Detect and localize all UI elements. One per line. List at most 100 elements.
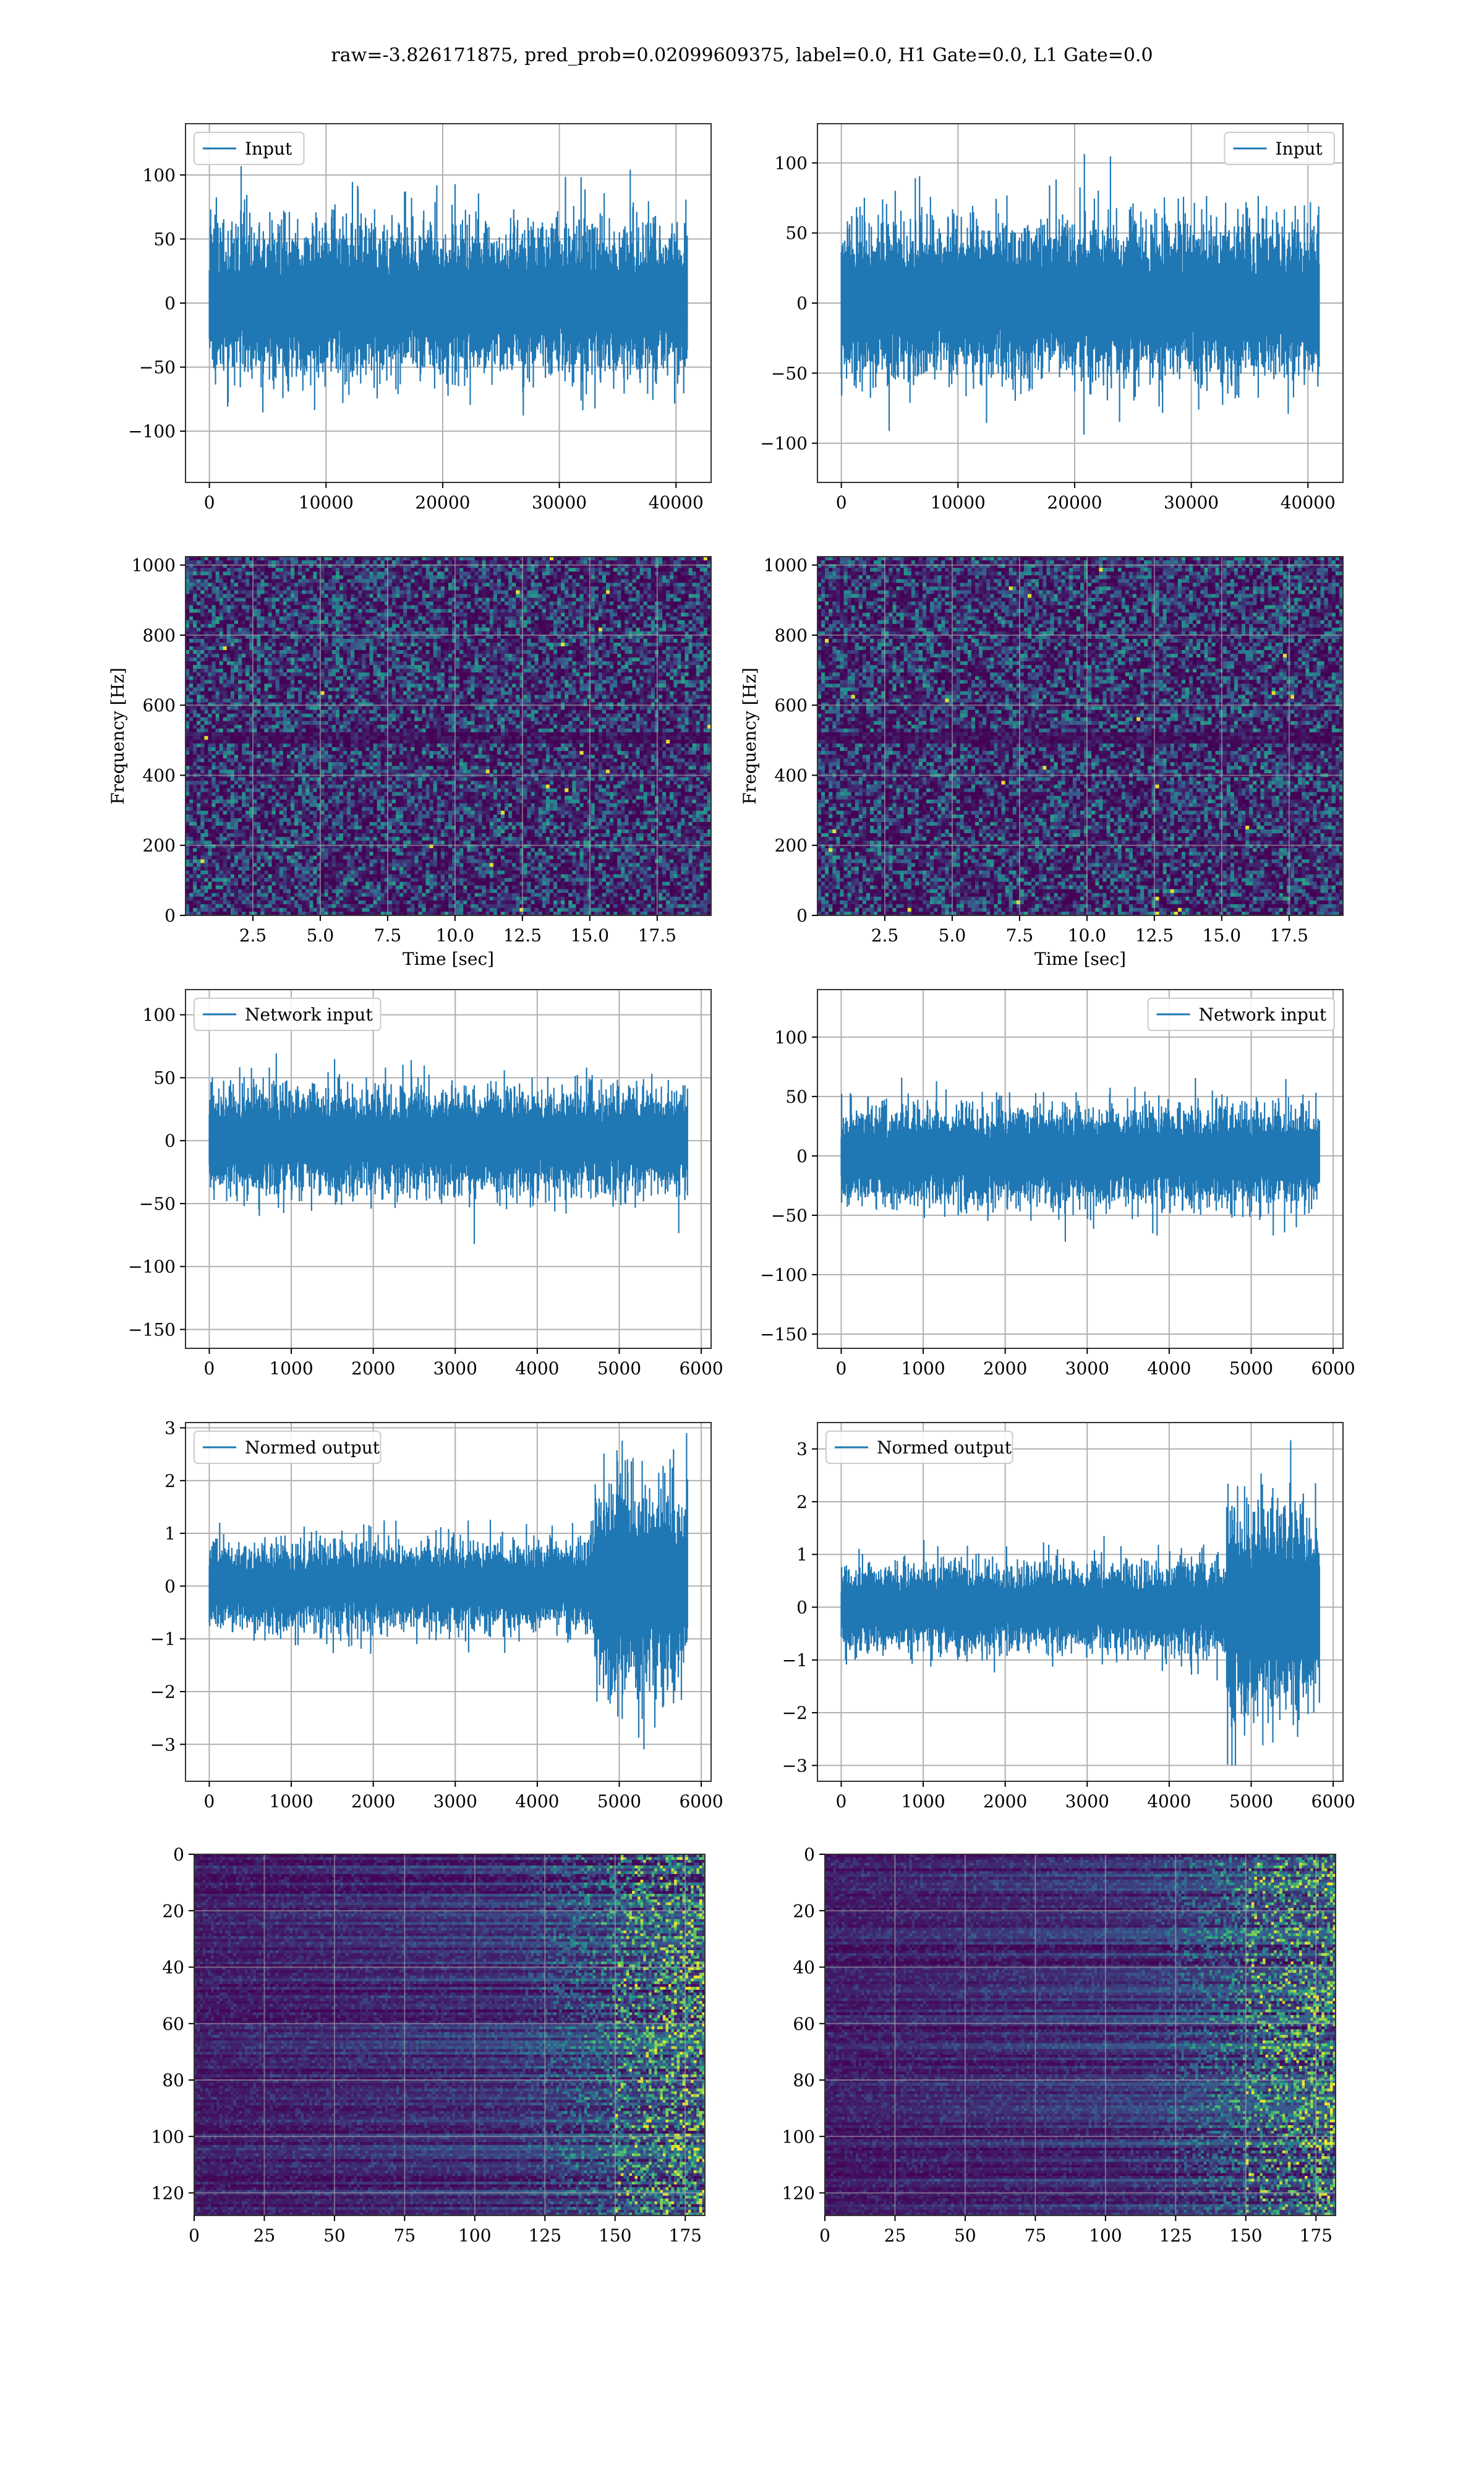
series-core-normed-h1 <box>209 1570 594 1602</box>
y-tick-label-input-h1: 50 <box>153 229 176 249</box>
x-tick-label-netin-l1: 3000 <box>1065 1358 1109 1379</box>
y-tick-label-spec-l1: 800 <box>775 625 808 646</box>
x-tick-label-normed-l1: 1000 <box>901 1791 945 1812</box>
y-tick-label-netin-l1: 100 <box>775 1027 808 1048</box>
x-tick-label-spec-l1: 10.0 <box>1068 925 1106 946</box>
y-tick-label-spec-l1: 200 <box>775 836 808 856</box>
y-tick-label-spec-l1: 1000 <box>764 555 808 576</box>
x-tick-label-feat-l1: 150 <box>1229 2225 1262 2246</box>
y-tick-label-feat-l1: 60 <box>793 2014 815 2034</box>
y-tick-label-spec-h1: 0 <box>164 905 176 926</box>
x-tick-label-normed-l1: 3000 <box>1065 1791 1109 1812</box>
x-tick-label-normed-l1: 6000 <box>1311 1791 1355 1812</box>
y-tick-label-normed-h1: −3 <box>150 1734 176 1755</box>
x-tick-label-feat-l1: 0 <box>819 2225 830 2246</box>
y-tick-label-normed-l1: 0 <box>796 1598 808 1618</box>
x-tick-label-netin-l1: 5000 <box>1229 1358 1273 1379</box>
y-tick-label-normed-l1: 1 <box>796 1544 808 1565</box>
y-tick-label-feat-l1: 100 <box>782 2126 815 2147</box>
x-tick-label-input-l1: 10000 <box>931 492 986 513</box>
x-tick-label-input-h1: 40000 <box>649 492 704 513</box>
y-tick-label-normed-h1: 2 <box>164 1471 176 1491</box>
x-tick-label-netin-l1: 2000 <box>983 1358 1027 1379</box>
y-tick-label-netin-h1: −50 <box>139 1194 176 1214</box>
x-tick-label-normed-h1: 2000 <box>351 1791 395 1812</box>
x-tick-label-spec-h1: 2.5 <box>239 925 267 946</box>
heatmap-cells-spec-h1 <box>186 557 712 916</box>
x-tick-label-netin-h1: 2000 <box>351 1358 395 1379</box>
y-tick-label-feat-h1: 100 <box>151 2126 184 2147</box>
x-tick-label-feat-h1: 100 <box>458 2225 491 2246</box>
x-tick-label-netin-h1: 4000 <box>515 1358 559 1379</box>
x-tick-label-spec-h1: 5.0 <box>307 925 335 946</box>
y-tick-label-normed-l1: 3 <box>796 1439 808 1460</box>
legend-label: Input <box>245 139 292 159</box>
y-tick-label-netin-l1: −50 <box>771 1205 808 1226</box>
y-tick-label-normed-h1: 3 <box>164 1418 176 1439</box>
chart-netin-h1: 0 1000 2000 3000 4000 5000 6000−150−100−500501… <box>128 990 723 1379</box>
x-tick-label-normed-l1: 0 <box>836 1791 847 1812</box>
y-tick-label-netin-h1: 0 <box>164 1131 176 1151</box>
x-tick-label-normed-h1: 4000 <box>515 1791 559 1812</box>
x-tick-label-spec-h1: 10.0 <box>436 925 474 946</box>
x-tick-label-normed-h1: 0 <box>204 1791 215 1812</box>
y-tick-label-feat-h1: 60 <box>162 2014 184 2034</box>
x-tick-label-feat-h1: 25 <box>254 2225 276 2246</box>
y-tick-label-netin-l1: −150 <box>760 1324 808 1345</box>
x-tick-label-input-h1: 20000 <box>415 492 470 513</box>
x-tick-label-feat-l1: 125 <box>1159 2225 1192 2246</box>
x-tick-label-spec-l1: 17.5 <box>1270 925 1308 946</box>
legend-label: Normed output <box>877 1437 1012 1458</box>
x-tick-label-netin-h1: 0 <box>204 1358 215 1379</box>
x-tick-label-input-h1: 10000 <box>299 492 354 513</box>
x-tick-label-normed-h1: 6000 <box>679 1791 723 1812</box>
y-tick-label-feat-l1: 120 <box>782 2183 815 2204</box>
chart-normed-h1: 0 1000 2000 3000 4000 5000 6000−3−2−10123Norme… <box>150 1418 723 1812</box>
legend-label: Network input <box>1199 1004 1327 1025</box>
series-core-netin-h1 <box>209 1122 687 1160</box>
series-core-netin-l1 <box>841 1138 1319 1174</box>
x-tick-label-normed-l1: 5000 <box>1229 1791 1273 1812</box>
x-tick-label-normed-h1: 5000 <box>597 1791 641 1812</box>
series-core-input-l1 <box>842 273 1320 330</box>
y-tick-label-spec-l1: 0 <box>796 905 808 926</box>
x-tick-label-feat-h1: 150 <box>599 2225 631 2246</box>
y-tick-label-netin-h1: 100 <box>143 1005 176 1025</box>
y-tick-label-feat-h1: 40 <box>162 1958 184 1978</box>
y-tick-label-feat-l1: 0 <box>804 1844 815 1865</box>
x-tick-label-spec-h1: 17.5 <box>638 925 676 946</box>
x-tick-label-spec-h1: 15.0 <box>571 925 609 946</box>
legend-netin-l1: Network input <box>1148 998 1335 1030</box>
x-tick-label-normed-l1: 2000 <box>983 1791 1027 1812</box>
y-tick-label-input-h1: 0 <box>164 293 176 314</box>
y-axis-label-spec-l1: Frequency [Hz] <box>740 667 760 804</box>
x-tick-label-input-l1: 30000 <box>1164 492 1219 513</box>
x-tick-label-input-l1: 0 <box>836 492 847 513</box>
y-tick-label-netin-l1: 50 <box>785 1087 808 1107</box>
x-tick-label-spec-l1: 12.5 <box>1135 925 1174 946</box>
y-tick-label-input-l1: 100 <box>775 153 808 173</box>
y-tick-label-input-l1: −50 <box>771 363 808 383</box>
x-tick-label-input-l1: 20000 <box>1047 492 1102 513</box>
x-tick-label-spec-l1: 2.5 <box>871 925 899 946</box>
y-tick-label-input-h1: −100 <box>128 421 176 442</box>
x-tick-label-input-h1: 0 <box>204 492 215 513</box>
x-tick-label-normed-h1: 1000 <box>269 1791 313 1812</box>
legend-label: Input <box>1276 139 1323 159</box>
legend-normed-h1: Normed output <box>194 1431 381 1463</box>
x-tick-label-netin-h1: 5000 <box>597 1358 641 1379</box>
x-tick-label-netin-l1: 1000 <box>901 1358 945 1379</box>
x-axis-label-spec-h1: Time [sec] <box>403 949 494 969</box>
y-tick-label-normed-h1: −1 <box>150 1629 176 1650</box>
legend-normed-l1: Normed output <box>826 1431 1013 1463</box>
y-tick-label-spec-h1: 400 <box>143 765 176 785</box>
y-tick-label-feat-h1: 0 <box>173 1844 184 1865</box>
x-tick-label-spec-h1: 7.5 <box>374 925 402 946</box>
y-tick-label-spec-l1: 600 <box>775 695 808 716</box>
x-tick-label-input-h1: 30000 <box>532 492 587 513</box>
legend-input-l1: Input <box>1225 132 1335 165</box>
